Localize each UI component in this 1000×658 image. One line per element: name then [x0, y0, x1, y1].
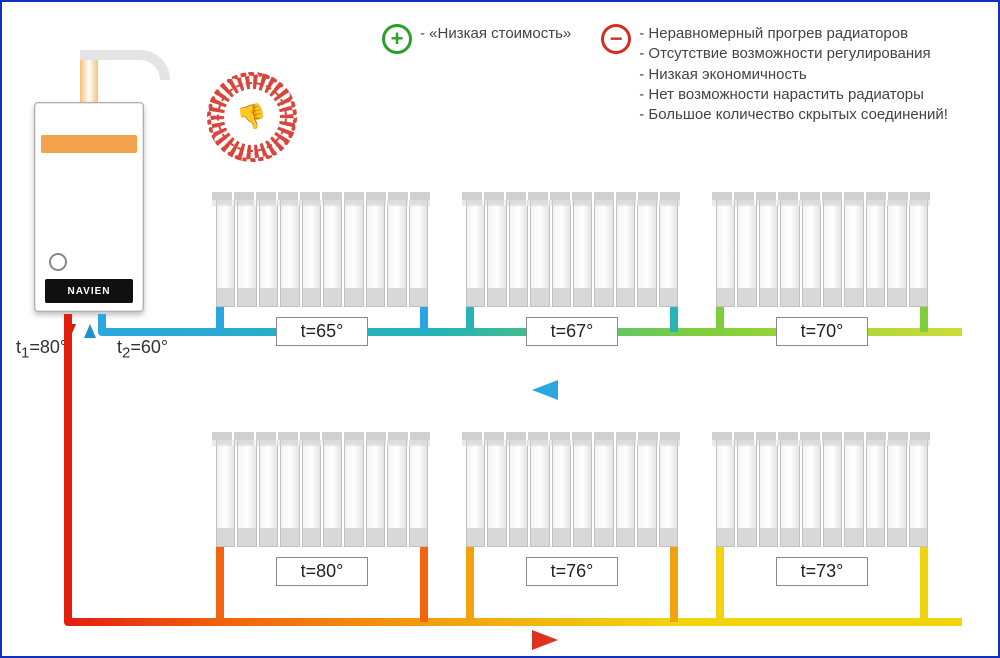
cons-line: - Большое количество скрытых соединений!	[639, 105, 948, 125]
arrow-up-icon	[84, 324, 96, 338]
boiler-flue	[72, 52, 112, 107]
thumbs-down-icon: 👎	[235, 100, 269, 134]
radiator-bottom-3: t=73°	[712, 432, 932, 586]
return-sub: 2	[122, 345, 130, 362]
cons-line: - Неравномерный прогрев радиаторов	[639, 24, 948, 44]
temp-label: t=70°	[776, 317, 868, 346]
radiator-bottom-2: t=76°	[462, 432, 682, 586]
temp-label: t=73°	[776, 557, 868, 586]
supply-temp-label: t1t=80°=80°	[16, 337, 67, 362]
boiler: NAVIEN	[34, 102, 144, 312]
supply-sub: 1	[21, 345, 29, 362]
radiator-bottom-1: t=80°	[212, 432, 432, 586]
cons-text: - Неравномерный прогрев радиаторов - Отс…	[639, 24, 948, 125]
boiler-io-arrows	[62, 322, 98, 338]
flow-arrow-supply	[532, 630, 558, 650]
cons-line: - Отсутствие возможности регулирования	[639, 44, 948, 64]
flow-arrow-return	[532, 380, 558, 400]
boiler-brand: NAVIEN	[45, 279, 133, 303]
temp-label: t=80°	[276, 557, 368, 586]
plus-icon: +	[382, 24, 412, 54]
radiator-top-3: t=70°	[712, 192, 932, 346]
pros-cons-bar: + - «Низкая стоимость» − - Неравномерный…	[382, 24, 978, 125]
temp-label: t=67°	[526, 317, 618, 346]
temp-label: t=65°	[276, 317, 368, 346]
temp-label: t=76°	[526, 557, 618, 586]
cons-line: - Низкая экономичность	[639, 65, 948, 85]
cons-column: − - Неравномерный прогрев радиаторов - О…	[601, 24, 948, 125]
minus-icon: −	[601, 24, 631, 54]
cons-line: - Нет возможности нарастить радиаторы	[639, 85, 948, 105]
radiator-top-2: t=67°	[462, 192, 682, 346]
not-recommended-stamp: 👎	[200, 65, 304, 169]
pros-text: - «Низкая стоимость»	[420, 24, 571, 44]
diagram-frame: + - «Низкая стоимость» − - Неравномерный…	[0, 0, 1000, 658]
pros-column: + - «Низкая стоимость»	[382, 24, 571, 125]
radiator-top-1: t=65°	[212, 192, 432, 346]
return-temp-label: t2=60°	[117, 337, 168, 362]
